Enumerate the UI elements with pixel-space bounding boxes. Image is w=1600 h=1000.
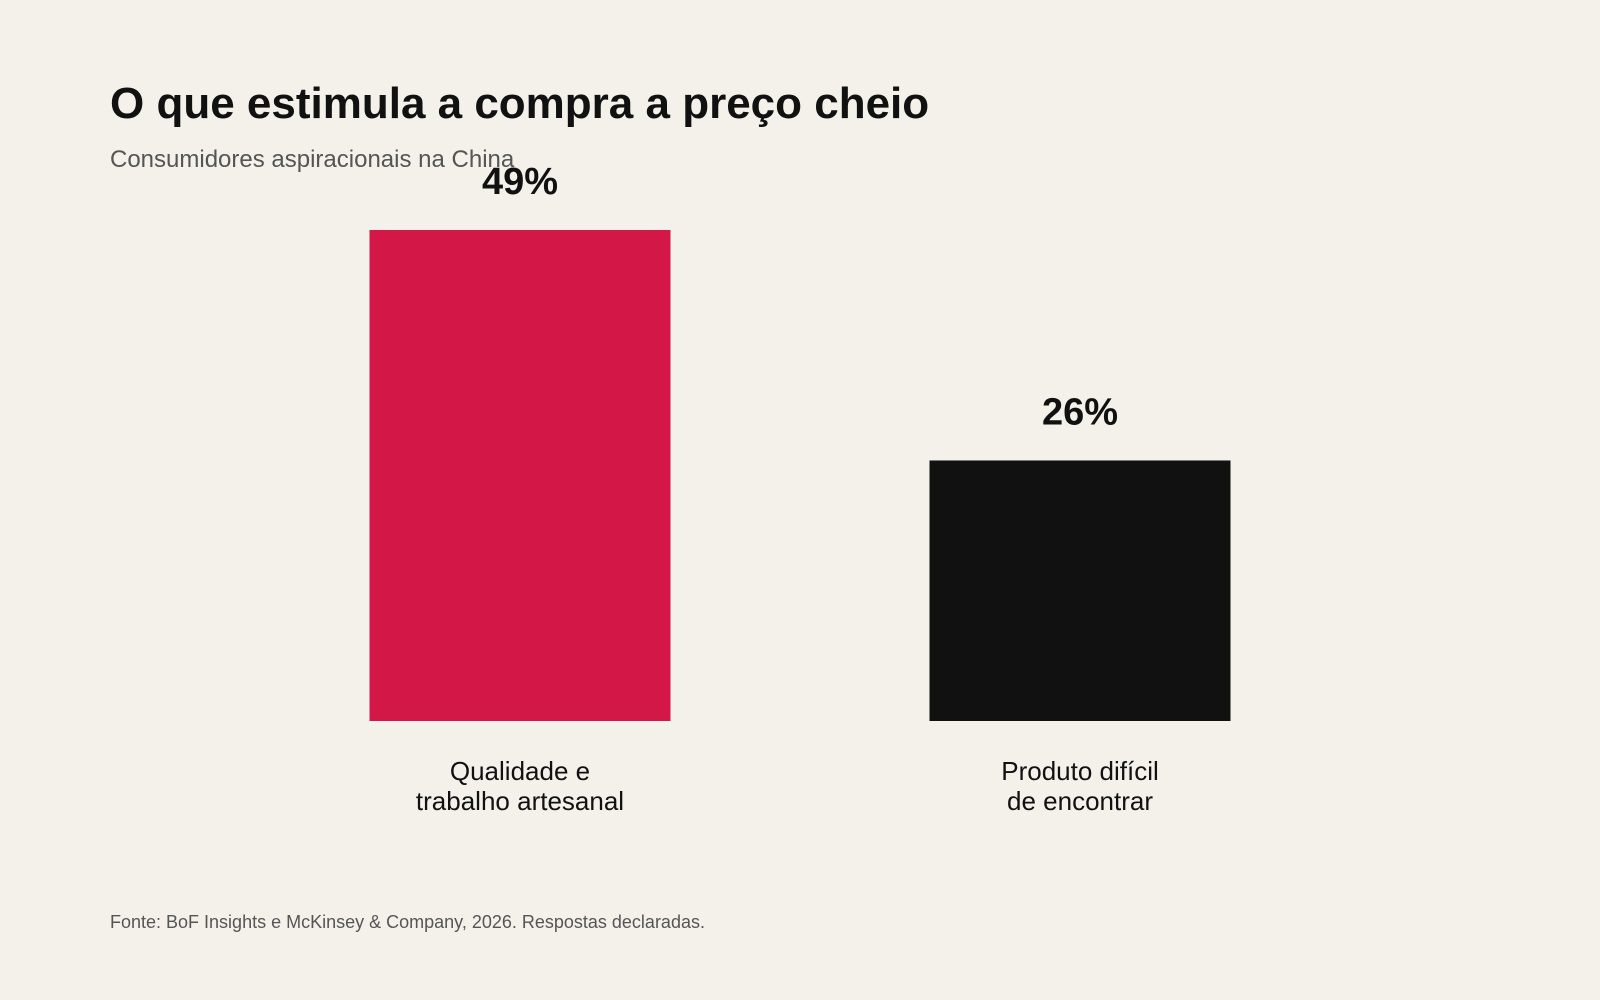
value-label-2: 26% <box>1042 391 1118 433</box>
chart-title: O que estimula a compra a preço cheio <box>110 79 930 128</box>
category-label-line: Qualidade e <box>450 756 590 786</box>
category-label-1: Qualidade e trabalho artesanal <box>416 756 624 816</box>
bar-2 <box>929 460 1231 721</box>
category-label-2: Produto difícil de encontrar <box>1001 756 1159 816</box>
category-label-line: de encontrar <box>1007 786 1153 816</box>
value-label-1: 49% <box>482 161 558 203</box>
category-label-line: Produto difícil <box>1001 756 1159 786</box>
category-label-line: trabalho artesanal <box>416 786 624 816</box>
source-note: Fonte: BoF Insights e McKinsey & Company… <box>110 912 705 932</box>
bar-1 <box>369 230 671 721</box>
chart-subtitle: Consumidores aspiracionais na China <box>110 146 515 173</box>
